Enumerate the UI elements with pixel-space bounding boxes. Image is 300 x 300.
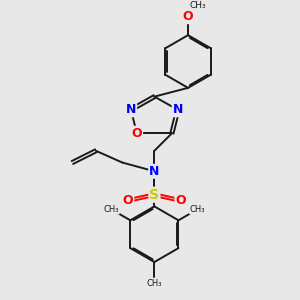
Text: S: S xyxy=(149,188,159,202)
Text: O: O xyxy=(131,127,142,140)
Text: N: N xyxy=(172,103,183,116)
Text: O: O xyxy=(176,194,186,207)
Text: CH₃: CH₃ xyxy=(190,205,205,214)
Text: O: O xyxy=(183,10,194,23)
Text: CH₃: CH₃ xyxy=(190,2,206,10)
Text: N: N xyxy=(149,165,160,178)
Text: CH₃: CH₃ xyxy=(147,279,162,288)
Text: O: O xyxy=(123,194,134,207)
Text: N: N xyxy=(126,103,136,116)
Text: CH₃: CH₃ xyxy=(104,205,119,214)
